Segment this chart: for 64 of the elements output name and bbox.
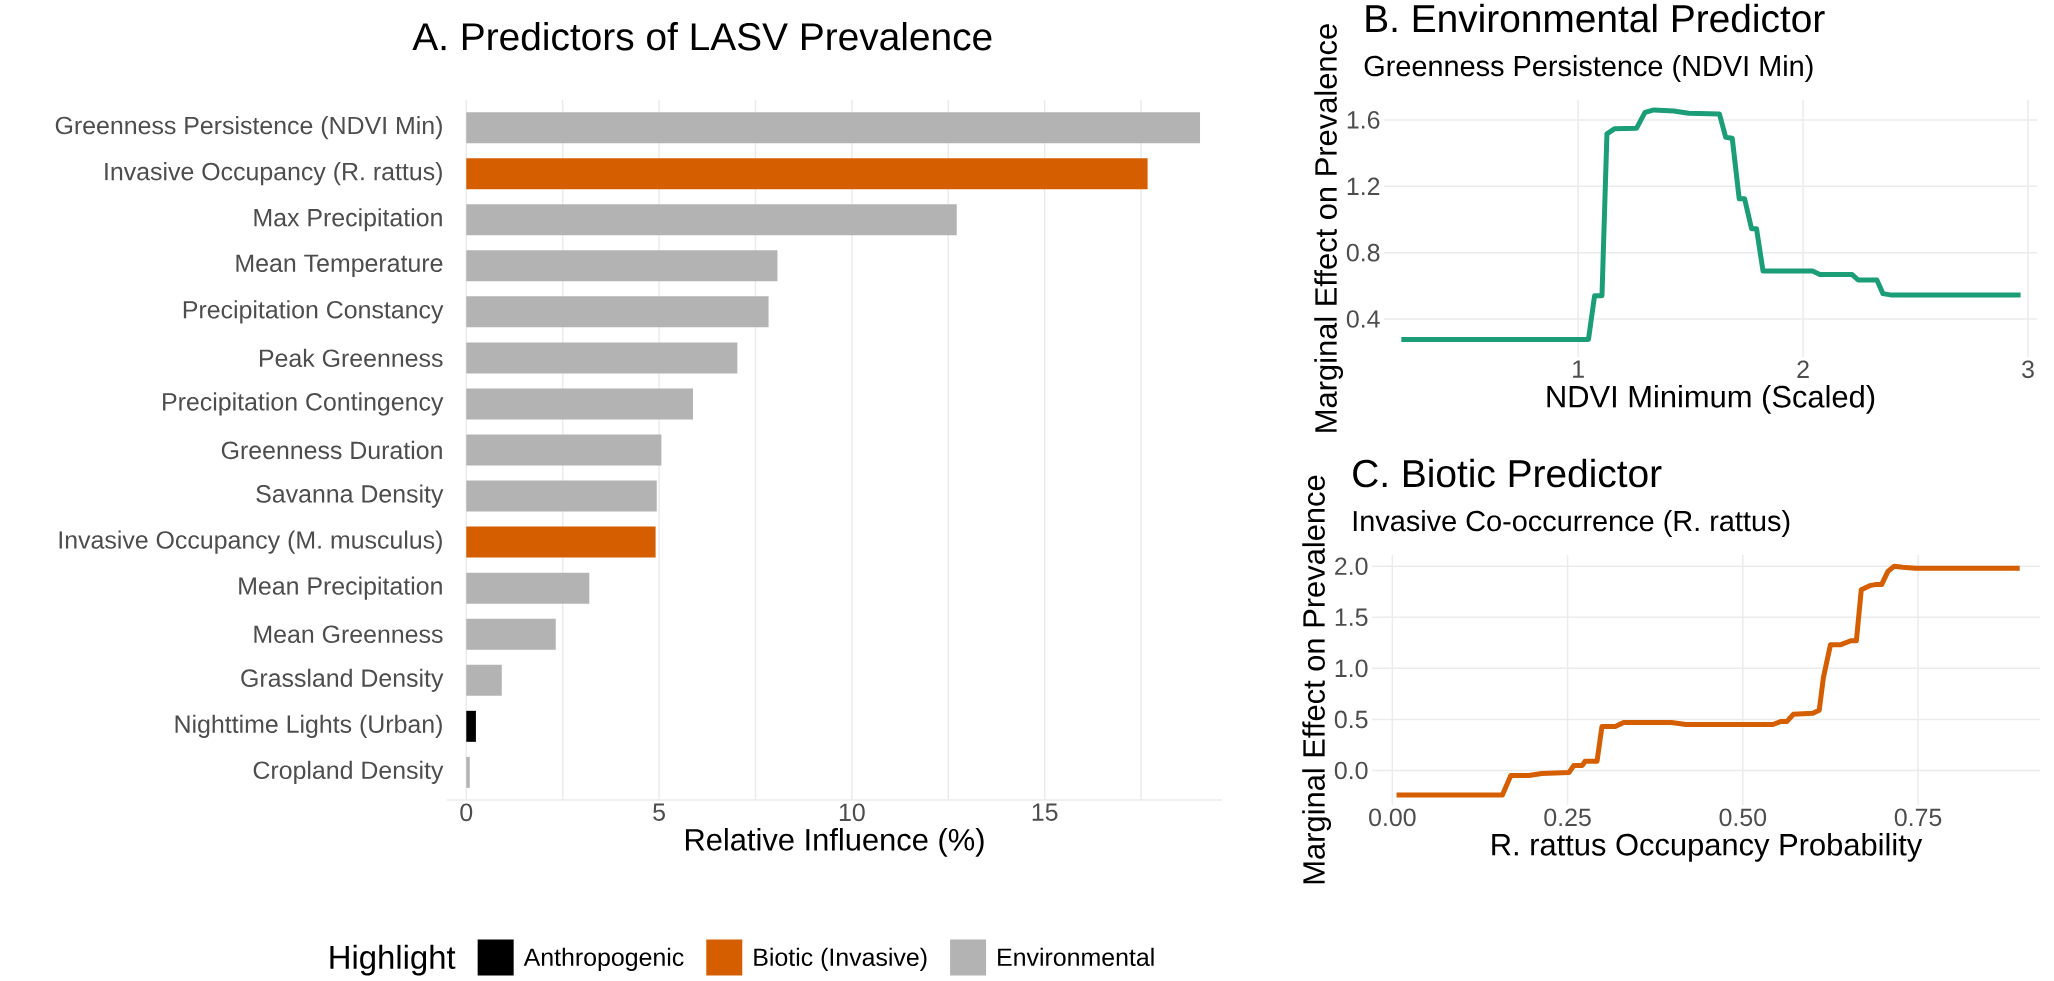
bar	[466, 618, 556, 650]
bar	[466, 112, 1201, 144]
y-tick-label: Invasive Occupancy (R. rattus)	[105, 162, 442, 186]
x-tick-label: 5	[653, 803, 665, 821]
y-tick-label: 2.0	[1335, 557, 1368, 576]
chart-subtitle: Invasive Co-occurrence (R. rattus)	[1353, 510, 1790, 537]
x-tick-label: 10	[839, 803, 865, 822]
y-axis-title: Marginal Effect on Prevalence	[1302, 475, 1332, 884]
x-tick-label: 3	[2022, 360, 2034, 379]
x-axis-title: R. rattus Occupancy Probability	[1492, 832, 1923, 862]
y-tick-label: 0.4	[1346, 310, 1380, 328]
legend-title: Highlight	[330, 944, 456, 976]
bar	[466, 158, 1148, 190]
x-tick-label: 0.00	[1369, 808, 1416, 827]
y-tick-label: Precipitation Constancy	[183, 300, 444, 324]
y-tick-label: Invasive Occupancy (M. musculus)	[59, 530, 442, 554]
y-tick-label: Savanna Density	[256, 484, 444, 508]
legend-label: Biotic (Invasive)	[754, 947, 927, 971]
bar	[466, 756, 470, 788]
y-tick-label: Greenness Persistence (NDVI Min)	[55, 116, 442, 140]
y-axis-title: Marginal Effect on Prevalence	[1314, 24, 1344, 432]
legend-label: Anthropogenic	[523, 947, 684, 971]
legend-label: Environmental	[998, 947, 1154, 967]
y-tick-label: 1.5	[1335, 608, 1368, 626]
x-tick-label: 0.25	[1544, 808, 1591, 827]
y-tick-label: Greenness Duration	[221, 440, 442, 460]
y-tick-label: 0.8	[1346, 243, 1380, 262]
bar	[466, 526, 656, 558]
y-tick-label: 1.2	[1347, 177, 1380, 195]
bar	[466, 342, 738, 374]
y-tick-label: Mean Precipitation	[239, 576, 442, 600]
bar	[466, 572, 590, 604]
chart-title: B. Environmental Predictor	[1366, 3, 1825, 33]
chart-title: A. Predictors of LASV Prevalence	[412, 21, 992, 51]
bar	[466, 296, 769, 328]
bar	[466, 710, 476, 742]
bar	[466, 664, 502, 696]
y-tick-label: Max Precipitation	[254, 208, 442, 232]
y-tick-label: 0.5	[1334, 710, 1368, 729]
bar	[466, 388, 693, 420]
y-tick-label: Cropland Density	[253, 760, 444, 784]
y-tick-label: 0.0	[1334, 761, 1368, 780]
bar	[466, 480, 657, 512]
x-tick-label: 1	[1573, 360, 1584, 378]
y-tick-label: Mean Temperature	[236, 254, 443, 277]
x-tick-label: 2	[1797, 360, 1809, 378]
x-tick-label: 15	[1032, 803, 1058, 821]
bar	[466, 434, 662, 466]
bar	[466, 250, 778, 282]
y-tick-label: Precipitation Contingency	[163, 392, 444, 416]
x-tick-label: 0.75	[1894, 808, 1942, 827]
y-tick-label: Peak Greenness	[260, 348, 443, 368]
y-tick-label: Grassland Density	[241, 668, 444, 692]
y-tick-label: Nighttime Lights (Urban)	[175, 714, 442, 738]
bar	[466, 204, 957, 236]
chart-subtitle: Greenness Persistence (NDVI Min)	[1364, 55, 1813, 82]
chart-title: C. Biotic Predictor	[1353, 458, 1662, 488]
x-axis-title: NDVI Minimum (Scaled)	[1547, 384, 1875, 414]
y-tick-label: 1.6	[1347, 111, 1380, 129]
x-tick-label: 0.50	[1719, 808, 1767, 827]
x-tick-label: 0	[460, 803, 473, 822]
y-tick-label: 1.0	[1335, 659, 1368, 678]
y-tick-label: Mean Greenness	[254, 625, 443, 644]
x-axis-title: Relative Influence (%)	[685, 827, 984, 857]
